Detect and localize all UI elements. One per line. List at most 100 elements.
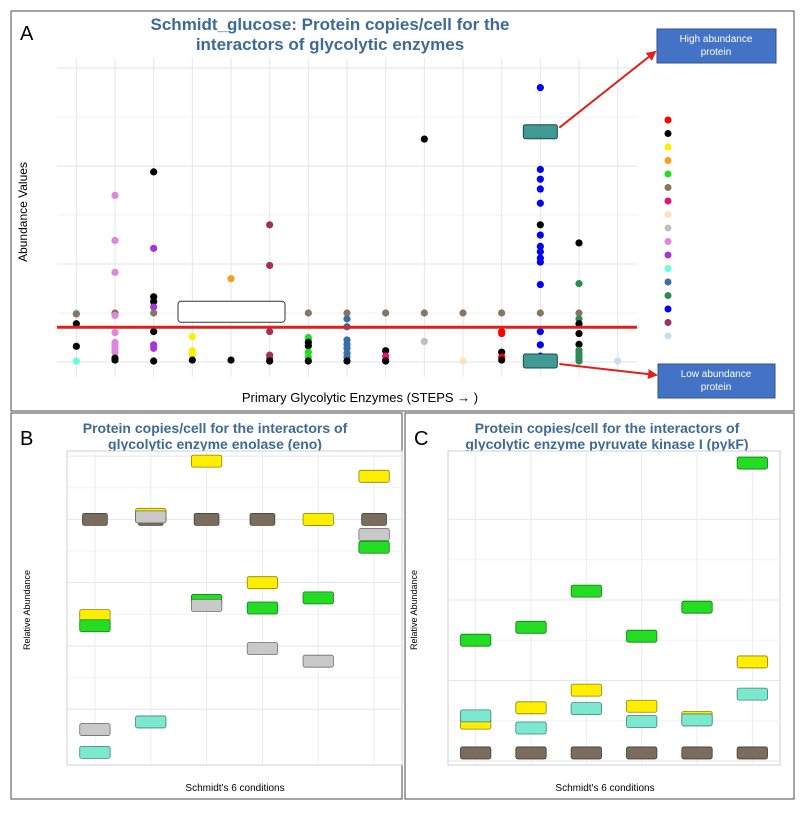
chart-a-point-pykf	[536, 175, 544, 183]
chart-a-point-evidence	[498, 356, 506, 364]
chart-c-label-box-rplx	[626, 715, 658, 728]
chart-a-point-pgi	[72, 357, 80, 365]
chart-b-label-box-trxa	[246, 601, 279, 615]
chart-a-point-gpmi	[420, 337, 428, 346]
chart-a-point-eno	[498, 329, 506, 338]
chart-b-label-box-succ	[358, 528, 390, 541]
chart-a-callout-low-line: protein	[701, 382, 732, 393]
chart-c-label-box-hupa	[570, 584, 602, 598]
chart-a-point-pfka	[111, 268, 119, 276]
chart-b-label-box-succ	[302, 654, 334, 668]
chart-b-label-box-eno	[82, 512, 108, 526]
chart-a-callout-high-line: protein	[701, 47, 732, 58]
chart-a-point-unchar	[614, 357, 622, 365]
chart-b-title-line-1: Protein copies/cell for the interactors …	[83, 420, 348, 436]
chart-b-label-box-succ	[190, 599, 223, 612]
chart-a-point-evidence	[343, 357, 351, 365]
chart-b-label-box-trxa	[358, 540, 390, 554]
chart-c-y-axis-label: Relative Abundance	[409, 570, 419, 650]
chart-a-point-pykf	[536, 199, 544, 207]
chart-c-label-box-pykf	[515, 746, 547, 760]
chart-a-point-pfkb	[150, 244, 158, 252]
chart-a-y-axis-label: Abundance Values	[16, 162, 30, 262]
chart-a-point-glycolytic-enzyme	[459, 309, 467, 317]
chart-a-point-pgk	[343, 315, 351, 323]
chart-a-point-pfka	[111, 191, 119, 199]
chart-c-label-box-rplx	[736, 687, 768, 701]
chart-a-plot-area	[57, 58, 637, 377]
chart-a-average-label-box	[177, 300, 286, 323]
chart-a-point-pykf	[536, 231, 544, 239]
chart-a-legend-swatch-glycolytic-enzyme	[664, 184, 672, 191]
chart-a-point-glycolytic-enzyme	[575, 309, 583, 317]
chart-a-callout-high-arrow	[558, 50, 657, 129]
chart-a-legend-swatch-pyka	[664, 292, 672, 299]
chart-b-title-line-2: glycolytic enzyme enolase (eno)	[108, 436, 322, 452]
chart-a-point-gpmb	[459, 357, 467, 365]
chart-c-label-box-hupb	[626, 699, 658, 713]
chart-c-label-box-hupa	[626, 629, 658, 643]
chart-a-title-line-2: interactors of glycolytic enzymes	[196, 35, 464, 54]
chart-c-label-box-rplx	[515, 721, 547, 735]
chart-a-legend-swatch-gapa	[664, 170, 672, 178]
chart-c-title-line-1: Protein copies/cell for the interactors …	[475, 420, 740, 436]
chart-a-point-tpia	[266, 328, 274, 336]
chart-b-label-box-trxa	[79, 619, 111, 633]
chart-c-label-box-pykf	[460, 746, 492, 760]
chart-b-label-box-copa	[79, 745, 111, 759]
chart-b-label-box-succ	[135, 510, 167, 524]
panel-a-frame	[10, 10, 795, 412]
chart-a-point-evidence	[575, 239, 583, 247]
chart-c-label-box-pykf	[736, 746, 768, 760]
chart-a-point-pfka	[111, 311, 119, 320]
chart-a-legend	[664, 116, 672, 340]
chart-b-label-box-grol	[190, 454, 223, 468]
chart-b-label-box-succ	[79, 723, 111, 736]
chart-c-x-axis-label: Schmidt's 6 conditions	[555, 783, 654, 794]
chart-c-label-box-hupb	[570, 683, 602, 697]
chart-b-label-box-succ	[246, 642, 279, 655]
chart-a-legend-swatch-pgi	[664, 265, 672, 272]
chart-a-annotation-box	[522, 353, 558, 369]
chart-a-point-glycolytic-enzyme	[498, 309, 506, 317]
chart-b-label-box-eno	[361, 512, 387, 526]
chart-a-point-pykf	[536, 242, 544, 250]
chart-c-label-box-rplx	[460, 709, 492, 723]
chart-c-label-box-pykf	[681, 746, 713, 760]
chart-a-legend-swatch-pfkb	[664, 251, 672, 259]
chart-a-point-evidence	[420, 135, 428, 143]
chart-c-label-box-pykf	[626, 746, 658, 760]
chart-a-point-pyka	[575, 357, 583, 365]
chart-a-point-glycolytic-enzyme	[420, 309, 428, 317]
chart-c-label-box-hupa	[681, 600, 713, 614]
chart-a-point-pfkb	[150, 344, 158, 352]
chart-a-point-glycolytic-enzyme	[536, 309, 544, 317]
panel-letter-a: A	[20, 23, 34, 45]
chart-b-label-box-grol	[302, 512, 334, 526]
panel-c-chart: Protein copies/cell for the interactors …	[409, 420, 781, 794]
chart-a-legend-swatch-gpma	[664, 197, 672, 205]
chart-a-callout-high-line: High abundance	[680, 34, 753, 45]
chart-b-y-axis-label: Relative Abundance	[22, 570, 32, 650]
chart-a-legend-swatch-evidence	[664, 130, 672, 137]
chart-a-point-evidence	[72, 320, 80, 328]
chart-c-label-box-hupb	[515, 701, 547, 715]
panel-b-chart: Protein copies/cell for the interactors …	[22, 420, 403, 794]
chart-a-point-pykf	[536, 328, 544, 336]
chart-a-legend-swatch-fbaa	[664, 143, 672, 151]
chart-c-title-line-2: glycolytic enzyme pyruvate kinase I (pyk…	[465, 436, 748, 452]
chart-a-point-pfka	[111, 236, 119, 245]
chart-a-point-pfkb	[150, 303, 158, 311]
chart-a-point-evidence	[304, 357, 312, 365]
panel-letter-b: B	[20, 428, 33, 450]
chart-a-annotation-box	[522, 124, 558, 140]
chart-a-point-evidence	[72, 342, 80, 350]
chart-a-point-evidence	[150, 357, 158, 365]
chart-a-callout-low-box	[657, 363, 776, 399]
chart-a-callouts: High abundance protein Low abundance protei…	[558, 28, 777, 399]
chart-a-point-fbab	[227, 275, 235, 283]
chart-a-point-evidence	[150, 328, 158, 336]
chart-a-legend-swatch-pgk	[664, 278, 672, 286]
chart-a-point-evidence	[188, 356, 196, 364]
